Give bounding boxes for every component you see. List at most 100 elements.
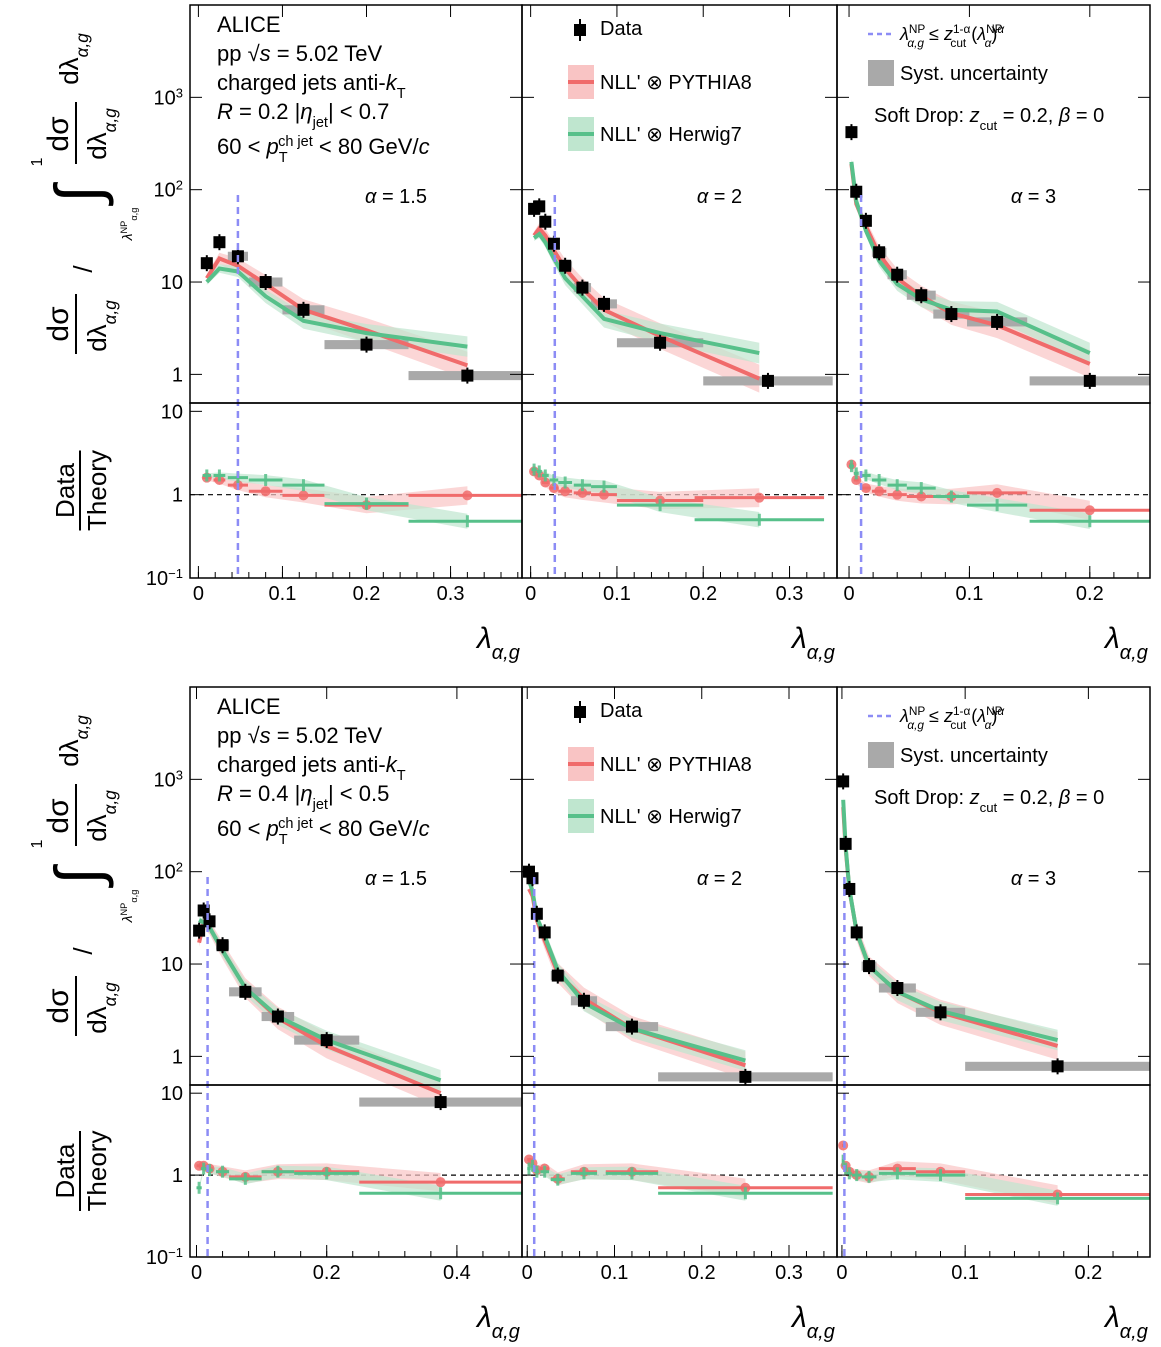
legend-herwig-label: NLL' ⊗ Herwig7 — [600, 806, 742, 828]
x-axis-label: λα,g — [475, 1301, 520, 1343]
panel-plot-area — [837, 773, 1150, 1257]
data-point — [837, 775, 850, 788]
data-point — [859, 214, 872, 227]
ratio-pythia-point — [577, 487, 588, 498]
info-text: ALICE pp √s = 5.02 TeV charged jets anti-k… — [217, 694, 430, 848]
x-tick-label: 0.1 — [269, 583, 297, 605]
ratio-pythia-point — [892, 489, 903, 500]
ratio-pythia-point — [540, 477, 551, 488]
herwig-band — [206, 264, 468, 357]
panel-top-1: 0 0.1 0.2 0.3 α = 1.5 λα,g — [189, 4, 523, 664]
y-tick-label: 103 — [154, 767, 183, 792]
x-tick-label: 0 — [193, 583, 204, 605]
info-pt: 60 < pTch jet < 80 GeV/c — [217, 134, 430, 166]
ratio-herwig-band — [534, 467, 760, 528]
data-point — [845, 126, 858, 139]
legend: Data NLL' ⊗ PYTHIA8 NLL' ⊗ Herwig7 — [568, 18, 752, 151]
ratio-y-tick-label: 10−1 — [146, 1245, 183, 1270]
info-jets: charged jets anti-kT — [217, 70, 406, 102]
data-point — [850, 926, 863, 939]
info-energy: pp √s = 5.02 TeV — [217, 41, 383, 66]
alpha-label: α = 1.5 — [365, 868, 427, 890]
y-label-integral: ∫ — [42, 182, 114, 207]
ratio-y-tick-label: 10 — [161, 401, 183, 423]
y-label-slash: / — [68, 947, 98, 955]
ratio-herwig-band — [851, 464, 1090, 529]
ratio-label-theory: Theory — [82, 1131, 112, 1212]
ratio-label-data: Data — [50, 1143, 80, 1198]
data-point — [239, 985, 252, 998]
y-label-slash: / — [68, 265, 98, 273]
y-tick-label: 1 — [172, 364, 183, 386]
data-point — [297, 303, 310, 316]
x-tick-label: 0 — [836, 1262, 847, 1284]
panel-bottom-3: 0 0.1 0.2 α = 3 λα,g — [836, 686, 1151, 1343]
ratio-pythia-point — [916, 491, 927, 502]
panel-plot-area — [190, 195, 522, 578]
y-label-dsigma-2: dσ — [42, 116, 75, 152]
info-experiment: ALICE — [217, 12, 281, 37]
legend-pythia-label: NLL' ⊗ PYTHIA8 — [600, 754, 752, 776]
data-point — [654, 336, 667, 349]
panel-plot-area — [837, 124, 1150, 578]
x-tick-label: 0 — [522, 1262, 533, 1284]
x-tick-label: 0.2 — [1076, 583, 1104, 605]
y-label-dlambda-2: dλα,g — [82, 790, 120, 842]
legend-herwig-label: NLL' ⊗ Herwig7 — [600, 124, 742, 146]
y-label-dsigma-2: dσ — [42, 798, 75, 834]
alpha-label: α = 2 — [697, 186, 742, 208]
x-tick-label: 0.2 — [1074, 1262, 1102, 1284]
alpha-label: α = 3 — [1011, 868, 1056, 890]
ratio-y-tick-label: 1 — [172, 1165, 183, 1187]
y-label-dlambda: dλα,g — [82, 300, 120, 352]
ratio-label-data: Data — [50, 463, 80, 518]
x-tick-label: 0.3 — [775, 1262, 803, 1284]
data-point — [576, 281, 589, 294]
data-point — [1083, 374, 1096, 387]
y-label-dlambda-3: dλα,g — [54, 715, 92, 767]
legend-data-label: Data — [600, 700, 643, 722]
ratio-pythia-point — [598, 489, 609, 500]
y-tick-label: 10 — [161, 272, 183, 294]
herwig-line — [198, 918, 442, 1083]
info-energy: pp √s = 5.02 TeV — [217, 723, 383, 748]
x-axis-label: λα,g — [790, 622, 835, 664]
data-point — [945, 308, 958, 321]
panel-bottom-2: 0 0.1 0.2 0.3 α = 2 λα,g — [521, 686, 838, 1343]
x-axis-label: λα,g — [475, 622, 520, 664]
info-radius: R = 0.4 |ηjet| < 0.5 — [217, 781, 389, 813]
x-axis-label: λα,g — [1103, 1301, 1148, 1343]
y-tick-label: 102 — [154, 859, 183, 884]
x-tick-label: 0.1 — [956, 583, 984, 605]
y-label-lower-limit: λNPα,g — [119, 890, 139, 924]
herwig-line — [849, 161, 1091, 355]
panel-plot-area — [522, 863, 837, 1257]
pythia-band — [534, 223, 760, 393]
legend-syst-label: Syst. uncertainty — [900, 745, 1048, 767]
data-point — [320, 1034, 333, 1047]
x-tick-label: 0 — [525, 583, 536, 605]
herwig-line — [205, 266, 468, 349]
data-point — [360, 338, 373, 351]
legend-soft-drop-label: Soft Drop: zcut = 0.2, β = 0 — [874, 787, 1104, 815]
x-tick-label: 0.2 — [688, 1262, 716, 1284]
alpha-label: α = 3 — [1011, 186, 1056, 208]
x-tick-label: 0.4 — [443, 1262, 471, 1284]
y-tick-label: 102 — [154, 177, 183, 202]
chart-row-top: 0 0.1 0.2 0.3α = 1.5λα,g0 0.1 0.2 0.3α = 2λα,g… — [29, 4, 1151, 664]
data-point — [530, 907, 543, 920]
chart-row-bottom: 0 0.2 0.4α = 1.5λα,g0 0.1 0.2 0.3α = 2λα,g0 0.… — [29, 686, 1151, 1343]
ratio-y-tick-label: 1 — [172, 485, 183, 507]
y-label-dsigma: dσ — [42, 988, 75, 1024]
alpha-label: α = 1.5 — [365, 186, 427, 208]
data-point — [761, 374, 774, 387]
y-label-upper-limit: 1 — [29, 839, 46, 848]
y-label-dlambda-3: dλα,g — [54, 33, 92, 85]
data-point — [539, 215, 552, 228]
data-point — [538, 926, 551, 939]
data-point — [526, 872, 539, 885]
ratio-pythia-point — [260, 486, 271, 497]
legend-np-label: λNP α,g ≤ z1-α cut (λNP α)α — [899, 704, 1005, 732]
